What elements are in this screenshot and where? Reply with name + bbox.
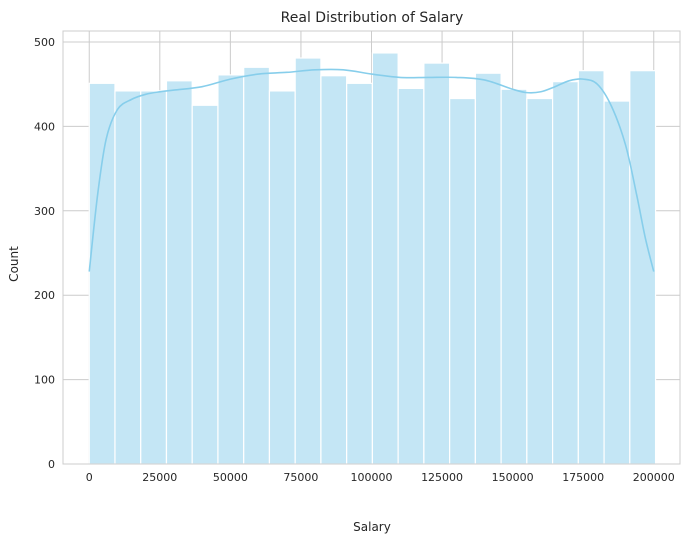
x-tick-label: 25000 bbox=[142, 471, 177, 484]
y-tick-label: 400 bbox=[34, 120, 55, 133]
histogram-bar bbox=[114, 90, 142, 465]
histogram-bar bbox=[500, 88, 528, 465]
kde-line bbox=[88, 68, 655, 272]
y-tick-label: 500 bbox=[34, 36, 55, 49]
histogram-bar bbox=[217, 74, 245, 465]
histogram-bar bbox=[474, 72, 502, 465]
x-tick-label: 50000 bbox=[213, 471, 248, 484]
histogram-bar bbox=[191, 104, 219, 465]
histogram-bar bbox=[243, 66, 271, 465]
chart-title: Real Distribution of Salary bbox=[281, 10, 464, 26]
histogram-bar bbox=[165, 80, 193, 465]
histogram-bar bbox=[140, 90, 168, 465]
x-tick-label: 125000 bbox=[421, 471, 463, 484]
histogram-bars bbox=[88, 52, 657, 465]
histogram-bar bbox=[551, 81, 579, 465]
histogram-bar bbox=[268, 90, 296, 465]
x-axis-label: Salary bbox=[353, 520, 391, 534]
y-tick-label: 100 bbox=[34, 374, 55, 387]
y-tick-label: 0 bbox=[48, 458, 55, 471]
histogram-bar bbox=[320, 75, 348, 465]
x-tick-label: 75000 bbox=[283, 471, 318, 484]
histogram-bar bbox=[423, 62, 451, 465]
histogram-bar bbox=[603, 100, 631, 465]
x-tick-label: 0 bbox=[86, 471, 93, 484]
x-tick-label: 200000 bbox=[633, 471, 675, 484]
histogram-bar bbox=[88, 82, 116, 465]
x-tick-label: 100000 bbox=[351, 471, 393, 484]
kde-curve bbox=[88, 68, 655, 272]
histogram-bar bbox=[629, 70, 657, 465]
histogram-bar bbox=[397, 87, 425, 465]
x-axis-ticks: 0 25000 50000 75000 100000 125000 150000 175000… bbox=[86, 471, 675, 484]
y-axis-label: Count bbox=[7, 246, 21, 282]
x-tick-label: 175000 bbox=[562, 471, 604, 484]
histogram-bar bbox=[346, 82, 374, 465]
histogram-bar bbox=[294, 57, 322, 465]
histogram-bar bbox=[526, 97, 554, 465]
histogram-bar bbox=[577, 70, 605, 465]
x-tick-label: 150000 bbox=[492, 471, 534, 484]
y-tick-label: 300 bbox=[34, 205, 55, 218]
histogram-bar bbox=[371, 52, 399, 465]
plot-frame bbox=[62, 30, 681, 465]
y-tick-label: 200 bbox=[34, 289, 55, 302]
y-axis-ticks: 0 100 200 300 400 500 bbox=[34, 36, 55, 471]
histogram-bar bbox=[449, 97, 476, 465]
